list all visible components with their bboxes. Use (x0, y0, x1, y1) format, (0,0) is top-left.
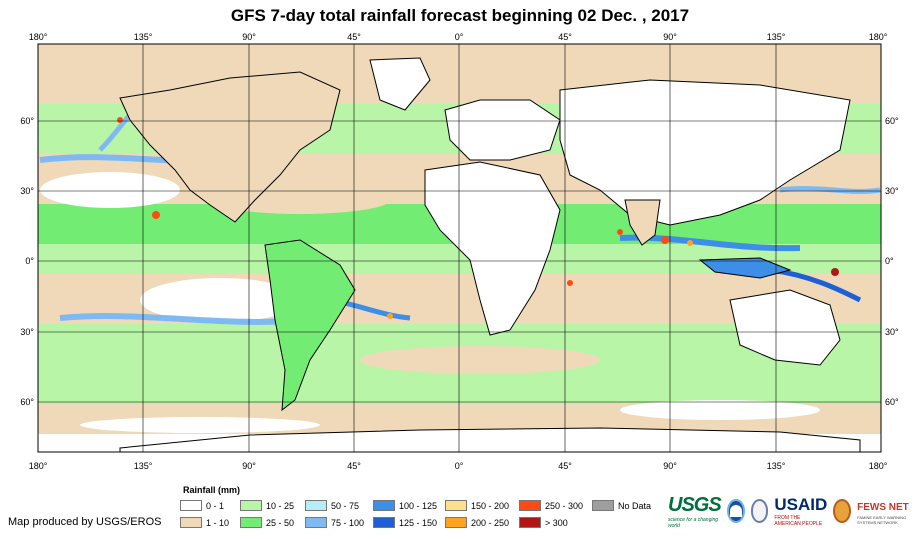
legend-item: 1 - 10 (180, 517, 229, 528)
lat-label: 30° (885, 186, 899, 196)
lat-label: 30° (20, 327, 34, 337)
lon-label: 180° (869, 32, 888, 42)
legend-item: 150 - 200 (445, 500, 509, 511)
legend-title: Rainfall (mm) (183, 485, 241, 495)
lon-label: 180° (29, 461, 48, 471)
legend-item: 100 - 125 (373, 500, 437, 511)
legend-label: > 300 (545, 517, 568, 528)
lon-label: 90° (663, 32, 677, 42)
lon-label: 45° (347, 461, 361, 471)
legend-swatch (373, 517, 395, 528)
lon-label: 90° (242, 32, 256, 42)
credit-text: Map produced by USGS/EROS (8, 516, 162, 528)
north-america (119, 71, 341, 223)
legend-item: 10 - 25 (240, 500, 294, 511)
usgs-tagline: science for a changing world (668, 516, 719, 529)
lon-labels-top: 180° 135° 90° 45° 0° 45° 90° 135° 180° (29, 32, 888, 42)
legend-label: No Data (618, 500, 652, 511)
legend-item: 75 - 100 (305, 517, 364, 528)
lon-label: 45° (347, 32, 361, 42)
lat-labels-right: 60° 30° 0° 30° 60° (885, 116, 899, 407)
legend-label: 1 - 10 (206, 517, 230, 528)
legend-item: 200 - 250 (445, 517, 509, 528)
fews-tagline: FAMINE EARLY WARNING SYSTEMS NETWORK (857, 515, 907, 525)
usaid-logo: USAID FROM THE AMERICAN PEOPLE (774, 495, 827, 527)
lat-label: 30° (885, 327, 899, 337)
lon-label: 135° (767, 461, 786, 471)
lon-label: 90° (663, 461, 677, 471)
lat-labels-left: 60° 30° 0° 30° 60° (20, 116, 34, 407)
usaid-wordmark: USAID (774, 495, 828, 514)
legend-item: 250 - 300 (519, 500, 583, 511)
legend-label: 10 - 25 (266, 500, 295, 511)
legend-swatch (180, 500, 202, 511)
legend-swatch (519, 517, 541, 528)
legend-item: No Data (592, 500, 651, 511)
fews-globe-icon (833, 499, 852, 523)
legend-label: 75 - 100 (331, 517, 365, 528)
lon-label: 0° (455, 461, 464, 471)
legend-label: 125 - 150 (399, 517, 438, 528)
usgs-wordmark: USGS (668, 493, 722, 516)
lat-label: 60° (885, 397, 899, 407)
australia (729, 289, 841, 366)
legend-swatch (373, 500, 395, 511)
legend-label: 25 - 50 (266, 517, 295, 528)
lat-label: 60° (885, 116, 899, 126)
legend-item: 0 - 1 (180, 500, 224, 511)
lon-label: 90° (242, 461, 256, 471)
legend-swatch (180, 517, 202, 528)
lat-label: 0° (885, 256, 894, 266)
noaa-logo (726, 499, 745, 523)
indonesia (698, 257, 792, 279)
legend-item: 50 - 75 (305, 500, 359, 511)
legend-label: 100 - 125 (399, 500, 438, 511)
legend-swatch (445, 500, 467, 511)
legend-swatch (305, 500, 327, 511)
fews-logo: FEWS NET FAMINE EARLY WARNING SYSTEMS NE… (857, 497, 920, 525)
lat-label: 0° (25, 256, 34, 266)
legend-swatch (240, 517, 262, 528)
lon-labels-bottom: 180° 135° 90° 45° 0° 45° 90° 135° 180° (29, 461, 888, 471)
europe (444, 99, 561, 161)
lon-label: 45° (558, 461, 572, 471)
lon-label: 45° (558, 32, 572, 42)
lon-label: 180° (29, 32, 48, 42)
legend-label: 50 - 75 (331, 500, 360, 511)
lon-label: 0° (455, 32, 464, 42)
legend-item: 125 - 150 (373, 517, 437, 528)
lat-label: 60° (20, 116, 34, 126)
legend-swatch (305, 517, 327, 528)
legend-label: 0 - 1 (206, 500, 225, 511)
legend-label: 150 - 200 (471, 500, 510, 511)
legend-label: 200 - 250 (471, 517, 510, 528)
usaid-seal-icon (750, 499, 769, 523)
usaid-tagline: FROM THE AMERICAN PEOPLE (774, 515, 823, 527)
graticule (37, 43, 882, 453)
lon-label: 135° (767, 32, 786, 42)
logo-strip: USGS science for a changing world USAID … (668, 493, 920, 529)
rainfall-map: 180° 135° 90° 45° 0° 45° 90° 135° 180° 1… (20, 32, 899, 471)
legend-item: 25 - 50 (240, 517, 294, 528)
map-title: GFS 7-day total rainfall forecast beginn… (230, 6, 690, 25)
lon-label: 180° (869, 461, 888, 471)
legend-swatch (519, 500, 541, 511)
legend-item: > 300 (519, 517, 568, 528)
lon-label: 135° (134, 32, 153, 42)
legend-swatch (592, 500, 614, 511)
greenland (369, 57, 431, 111)
fews-wordmark: FEWS NET (857, 502, 909, 513)
lat-label: 60° (20, 397, 34, 407)
legend-swatch (240, 500, 262, 511)
legend-label: 250 - 300 (545, 500, 584, 511)
lon-label: 135° (134, 461, 153, 471)
usgs-logo: USGS science for a changing world (668, 493, 722, 529)
lat-label: 30° (20, 186, 34, 196)
asia (559, 79, 851, 226)
legend-swatch (445, 517, 467, 528)
india (624, 199, 661, 246)
